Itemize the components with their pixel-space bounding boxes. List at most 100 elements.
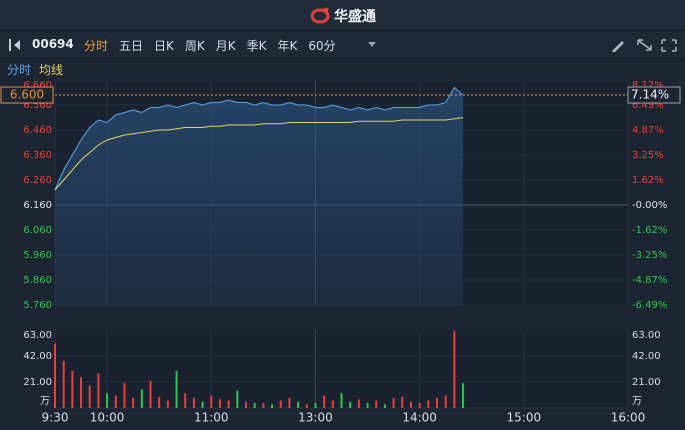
y-tick-label: 6.260	[23, 175, 52, 186]
volume-bar	[462, 383, 465, 408]
x-tick-label: 13:00	[298, 411, 333, 425]
tabs: 分时 五日 日K 周K 月K 季K 年K 60分	[84, 37, 336, 54]
volume-bar	[383, 404, 386, 408]
y2-tick-label: 1.62%	[632, 175, 664, 186]
x-tick-label: 15:00	[507, 411, 542, 425]
y2-tick-label: 6.49%	[632, 100, 664, 111]
volume-bar	[279, 400, 282, 408]
volume-bar	[427, 400, 430, 408]
dropdown-icon[interactable]	[368, 41, 378, 49]
y-tick-label: 6.460	[23, 125, 52, 136]
price-area	[55, 87, 464, 305]
price-line	[54, 86, 464, 191]
volume-bar	[401, 396, 404, 408]
tab[interactable]: 年K	[277, 39, 298, 53]
tab[interactable]: 日K	[154, 39, 174, 53]
volume-bar	[418, 403, 421, 408]
y-tick-label: 5.960	[23, 250, 52, 261]
tab[interactable]: 周K	[184, 39, 205, 53]
y2-tick-label: -1.62%	[632, 225, 667, 236]
y-tick-label: 5.760	[23, 300, 52, 311]
volume-bar	[80, 377, 83, 408]
volume-bar	[236, 390, 239, 408]
volume-bar	[245, 401, 247, 408]
volume-bar	[262, 403, 265, 408]
y-tick-label: 6.360	[23, 150, 52, 161]
volume-bar	[297, 401, 300, 408]
y-tick-label: 6.560	[23, 100, 52, 111]
volume-bar	[140, 389, 143, 408]
average-line	[54, 117, 464, 191]
volume-tick-label: 42.00	[632, 351, 661, 362]
volume-bar	[453, 331, 456, 408]
volume-bar	[88, 385, 91, 408]
volume-unit: 万	[40, 396, 50, 407]
volume-bar	[114, 395, 117, 408]
tab[interactable]: 五日	[119, 39, 144, 53]
volume-tick-label: 21.00	[23, 377, 52, 388]
volume-bar	[444, 395, 447, 408]
y-tick-label: 5.860	[23, 275, 52, 286]
y2-tick-label: 4.87%	[632, 125, 664, 136]
stock-code: 00694	[32, 37, 74, 51]
volume-bar	[210, 395, 213, 408]
tool-icons[interactable]	[610, 37, 680, 53]
logo-text: 华盛通	[334, 9, 376, 25]
y2-tick-label: -3.25%	[632, 250, 667, 261]
legend: 分时 均线	[7, 61, 63, 78]
volume-bar	[106, 393, 109, 408]
volume-bar	[54, 343, 56, 408]
toolbar: 00694 分时 五日 日K 周K 月K 季K 年K 60分	[0, 31, 685, 59]
last-change-label: 7.14%	[631, 88, 669, 102]
volume-bar	[132, 398, 135, 408]
volume-bar	[201, 401, 204, 408]
volume-bar	[375, 400, 378, 408]
y-tick-label: 6.660	[23, 80, 52, 91]
volume-bar	[166, 400, 169, 408]
volume-bar	[175, 370, 178, 408]
volume-bar	[331, 400, 334, 408]
volume-bar	[253, 403, 256, 408]
logo-icon	[311, 7, 330, 24]
y2-tick-label: -4.87%	[632, 275, 667, 286]
volume-bar	[357, 399, 360, 408]
x-tick-label: 11:00	[194, 411, 229, 425]
volume-bar	[184, 393, 187, 408]
volume-bar	[305, 404, 308, 408]
y2-tick-label: 3.25%	[632, 150, 664, 161]
last-price-box	[0, 86, 54, 104]
volume-bar	[271, 404, 274, 408]
volume-bar	[436, 398, 438, 408]
volume-bar	[192, 398, 195, 408]
x-tick-label: 9:30	[42, 411, 69, 425]
tab[interactable]: 60分	[308, 39, 336, 53]
legend-entry: 分时	[7, 63, 32, 77]
collapse-icon[interactable]	[8, 38, 24, 52]
volume-tick-label: 21.00	[632, 377, 661, 388]
volume-unit: 万	[632, 396, 642, 407]
volume-bar	[62, 360, 65, 408]
volume-bar	[227, 400, 230, 408]
last-change-box	[627, 86, 681, 104]
volume-bar	[392, 398, 395, 408]
x-tick-label: 16:00	[611, 411, 646, 425]
top-bar: 华盛通	[0, 0, 685, 31]
y-tick-label: 6.060	[23, 225, 52, 236]
volume-tick-label: 63.00	[23, 330, 52, 341]
last-price-label: 6.600	[10, 88, 44, 102]
x-tick-label: 10:00	[90, 411, 125, 425]
volume-bar	[288, 398, 291, 408]
volume-bar	[323, 395, 326, 408]
volume-bar	[366, 403, 369, 408]
volume-bar	[349, 401, 352, 408]
y2-tick-label: 8.12%	[632, 80, 664, 91]
x-tick-label: 14:00	[402, 411, 437, 425]
volume-tick-label: 42.00	[23, 351, 52, 362]
y2-tick-label: -0.00%	[632, 200, 667, 211]
tab[interactable]: 分时	[84, 39, 109, 53]
y-tick-label: 6.160	[23, 200, 52, 211]
tab[interactable]: 月K	[215, 39, 236, 53]
tab[interactable]: 季K	[246, 39, 267, 53]
